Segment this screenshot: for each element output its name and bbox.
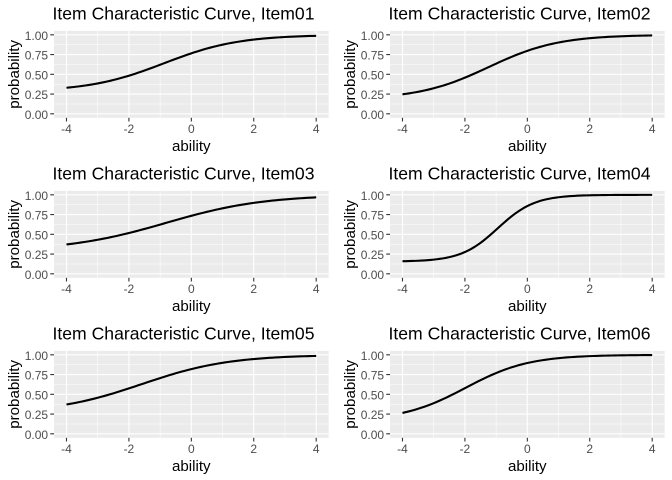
svg-text:0: 0: [524, 442, 531, 456]
svg-text:0.00: 0.00: [25, 268, 49, 282]
svg-text:0.50: 0.50: [361, 388, 385, 402]
svg-text:1.00: 1.00: [361, 189, 385, 203]
svg-text:probability: probability: [342, 40, 359, 109]
svg-text:2: 2: [250, 282, 257, 296]
svg-text:ability: ability: [508, 298, 547, 315]
svg-text:-2: -2: [460, 442, 471, 456]
svg-text:0.25: 0.25: [25, 408, 49, 422]
svg-text:0.50: 0.50: [25, 228, 49, 242]
svg-text:probability: probability: [6, 360, 23, 429]
svg-text:0.50: 0.50: [25, 68, 49, 82]
svg-text:0.75: 0.75: [25, 209, 49, 223]
svg-text:-4: -4: [397, 282, 408, 296]
svg-text:0.00: 0.00: [361, 268, 385, 282]
svg-text:0.00: 0.00: [25, 108, 49, 122]
svg-text:-4: -4: [61, 282, 72, 296]
svg-text:4: 4: [649, 442, 656, 456]
svg-text:ability: ability: [172, 138, 211, 155]
svg-text:0.75: 0.75: [361, 209, 385, 223]
svg-text:4: 4: [649, 122, 656, 136]
svg-text:-2: -2: [124, 122, 135, 136]
svg-text:ability: ability: [172, 458, 211, 475]
svg-text:Item Characteristic Curve, Ite: Item Characteristic Curve, Item01: [52, 4, 314, 24]
svg-text:ability: ability: [508, 138, 547, 155]
svg-text:-2: -2: [124, 282, 135, 296]
svg-text:0.75: 0.75: [361, 369, 385, 383]
svg-text:-4: -4: [397, 122, 408, 136]
svg-text:Item Characteristic Curve, Ite: Item Characteristic Curve, Item05: [52, 324, 314, 344]
svg-text:0: 0: [188, 282, 195, 296]
svg-text:2: 2: [586, 122, 593, 136]
svg-text:Item Characteristic Curve, Ite: Item Characteristic Curve, Item03: [52, 164, 314, 184]
svg-text:4: 4: [313, 122, 320, 136]
svg-text:-4: -4: [61, 442, 72, 456]
svg-text:ability: ability: [508, 458, 547, 475]
svg-text:0.00: 0.00: [25, 428, 49, 442]
svg-text:0.50: 0.50: [361, 68, 385, 82]
svg-text:4: 4: [313, 282, 320, 296]
svg-text:0: 0: [188, 442, 195, 456]
svg-text:0.25: 0.25: [25, 88, 49, 102]
svg-text:2: 2: [586, 442, 593, 456]
svg-text:0.75: 0.75: [25, 369, 49, 383]
svg-text:Item Characteristic Curve, Ite: Item Characteristic Curve, Item06: [388, 324, 650, 344]
svg-text:0.00: 0.00: [361, 428, 385, 442]
svg-text:probability: probability: [6, 40, 23, 109]
svg-text:0.50: 0.50: [25, 388, 49, 402]
svg-text:2: 2: [586, 282, 593, 296]
svg-text:probability: probability: [342, 200, 359, 269]
svg-text:probability: probability: [6, 200, 23, 269]
svg-text:0.25: 0.25: [361, 88, 385, 102]
svg-text:probability: probability: [342, 360, 359, 429]
svg-text:0: 0: [524, 122, 531, 136]
svg-text:0.75: 0.75: [25, 49, 49, 63]
svg-text:Item Characteristic Curve, Ite: Item Characteristic Curve, Item04: [388, 164, 650, 184]
svg-text:2: 2: [250, 442, 257, 456]
svg-text:Item Characteristic Curve, Ite: Item Characteristic Curve, Item02: [388, 4, 650, 24]
svg-text:0: 0: [524, 282, 531, 296]
svg-text:0.75: 0.75: [361, 49, 385, 63]
svg-text:0.50: 0.50: [361, 228, 385, 242]
svg-text:1.00: 1.00: [25, 189, 49, 203]
svg-text:0.25: 0.25: [361, 248, 385, 262]
svg-text:ability: ability: [172, 298, 211, 315]
svg-text:-2: -2: [460, 122, 471, 136]
svg-text:0: 0: [188, 122, 195, 136]
svg-text:0.25: 0.25: [25, 248, 49, 262]
svg-text:4: 4: [313, 442, 320, 456]
svg-text:-4: -4: [61, 122, 72, 136]
svg-text:0.00: 0.00: [361, 108, 385, 122]
svg-text:1.00: 1.00: [361, 29, 385, 43]
svg-text:0.25: 0.25: [361, 408, 385, 422]
svg-text:1.00: 1.00: [25, 349, 49, 363]
svg-text:-2: -2: [124, 442, 135, 456]
svg-text:4: 4: [649, 282, 656, 296]
svg-text:1.00: 1.00: [25, 29, 49, 43]
svg-text:1.00: 1.00: [361, 349, 385, 363]
svg-text:-4: -4: [397, 442, 408, 456]
svg-text:-2: -2: [460, 282, 471, 296]
svg-text:2: 2: [250, 122, 257, 136]
